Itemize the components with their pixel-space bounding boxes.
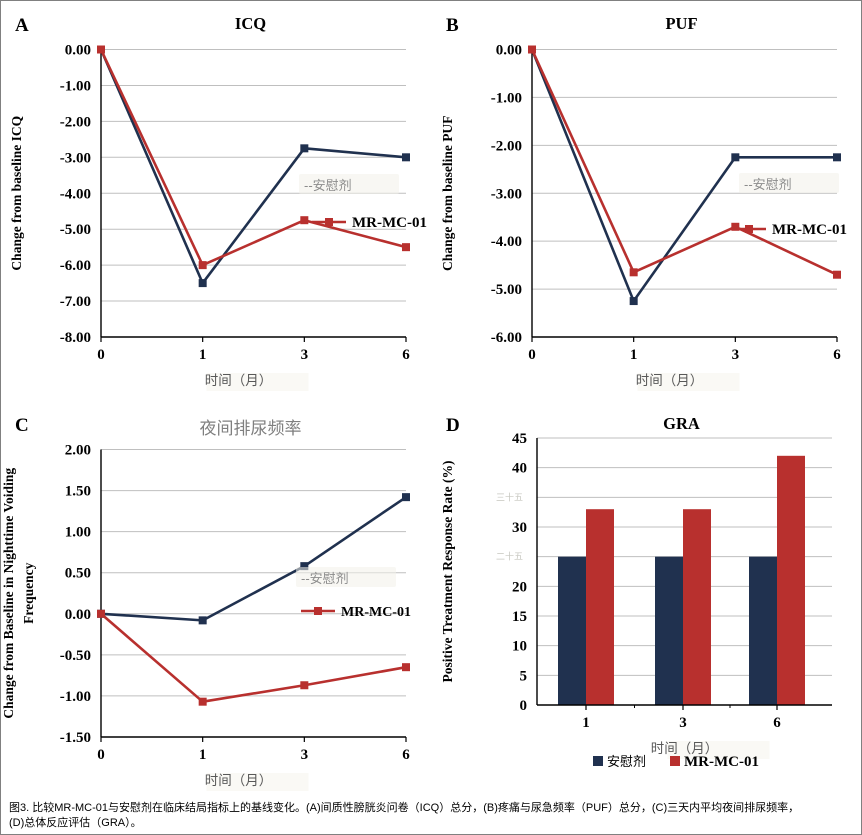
svg-text:-0.50: -0.50 <box>60 648 91 664</box>
svg-text:-2.00: -2.00 <box>491 138 522 154</box>
svg-text:3: 3 <box>301 347 309 363</box>
svg-text:-5.00: -5.00 <box>60 222 91 238</box>
svg-text:40: 40 <box>512 461 527 477</box>
svg-text:Frequency: Frequency <box>21 562 36 623</box>
svg-text:时间（月）: 时间（月） <box>205 373 273 388</box>
svg-text:Change from baseline ICQ: Change from baseline ICQ <box>9 116 24 271</box>
svg-text:3: 3 <box>301 747 309 763</box>
svg-text:15: 15 <box>512 609 527 625</box>
svg-text:0.50: 0.50 <box>65 566 91 582</box>
svg-text:3: 3 <box>679 715 687 731</box>
svg-text:1.00: 1.00 <box>65 525 91 541</box>
svg-text:0: 0 <box>520 698 528 714</box>
svg-text:--安慰剂: --安慰剂 <box>301 571 349 586</box>
svg-text:-2.00: -2.00 <box>60 114 91 130</box>
svg-text:-5.00: -5.00 <box>491 282 522 298</box>
svg-text:0: 0 <box>97 747 105 763</box>
svg-text:6: 6 <box>773 715 781 731</box>
svg-text:Positive Treatment Response Ra: Positive Treatment Response Rate (%) <box>440 461 455 683</box>
svg-text:-4.00: -4.00 <box>491 234 522 250</box>
svg-text:0.00: 0.00 <box>65 43 91 59</box>
svg-text:-7.00: -7.00 <box>60 294 91 310</box>
svg-text:安慰剂: 安慰剂 <box>607 754 646 769</box>
svg-text:45: 45 <box>512 431 527 447</box>
svg-text:--安慰剂: --安慰剂 <box>304 178 352 193</box>
svg-text:MR-MC-01: MR-MC-01 <box>341 605 411 620</box>
svg-text:1: 1 <box>199 747 207 763</box>
svg-text:二十五: 二十五 <box>496 551 523 562</box>
svg-text:1.50: 1.50 <box>65 484 91 500</box>
svg-text:Change from Baseline in Nightt: Change from Baseline in Nighttime Voidin… <box>1 468 16 719</box>
svg-text:0.00: 0.00 <box>65 607 91 623</box>
svg-text:3: 3 <box>732 347 740 363</box>
svg-text:-3.00: -3.00 <box>491 186 522 202</box>
svg-text:20: 20 <box>512 579 527 595</box>
svg-text:1: 1 <box>582 715 590 731</box>
svg-text:-1.50: -1.50 <box>60 730 91 746</box>
svg-text:Change from baseline PUF: Change from baseline PUF <box>440 116 455 271</box>
svg-text:5: 5 <box>520 668 528 684</box>
svg-text:-6.00: -6.00 <box>60 258 91 274</box>
svg-text:--安慰剂: --安慰剂 <box>744 177 792 192</box>
svg-text:0: 0 <box>97 347 105 363</box>
svg-text:-1.00: -1.00 <box>60 78 91 94</box>
svg-text:0: 0 <box>528 347 536 363</box>
svg-text:1: 1 <box>199 347 207 363</box>
svg-text:-1.00: -1.00 <box>491 90 522 106</box>
svg-text:MR-MC-01: MR-MC-01 <box>352 215 427 231</box>
svg-text:-6.00: -6.00 <box>491 330 522 346</box>
svg-text:30: 30 <box>512 520 527 536</box>
svg-text:6: 6 <box>402 347 410 363</box>
svg-text:1: 1 <box>630 347 638 363</box>
svg-text:6: 6 <box>402 747 410 763</box>
svg-text:0.00: 0.00 <box>496 43 522 59</box>
svg-text:三十五: 三十五 <box>496 491 523 502</box>
svg-text:10: 10 <box>512 639 527 655</box>
svg-text:MR-MC-01: MR-MC-01 <box>772 222 847 238</box>
svg-text:6: 6 <box>833 347 841 363</box>
svg-text:时间（月）: 时间（月） <box>205 773 273 788</box>
svg-text:-4.00: -4.00 <box>60 186 91 202</box>
svg-text:时间（月）: 时间（月） <box>636 373 704 388</box>
svg-text:2.00: 2.00 <box>65 443 91 459</box>
svg-text:-3.00: -3.00 <box>60 150 91 166</box>
svg-text:-1.00: -1.00 <box>60 689 91 705</box>
svg-text:-8.00: -8.00 <box>60 330 91 346</box>
svg-text:MR-MC-01: MR-MC-01 <box>684 754 759 770</box>
